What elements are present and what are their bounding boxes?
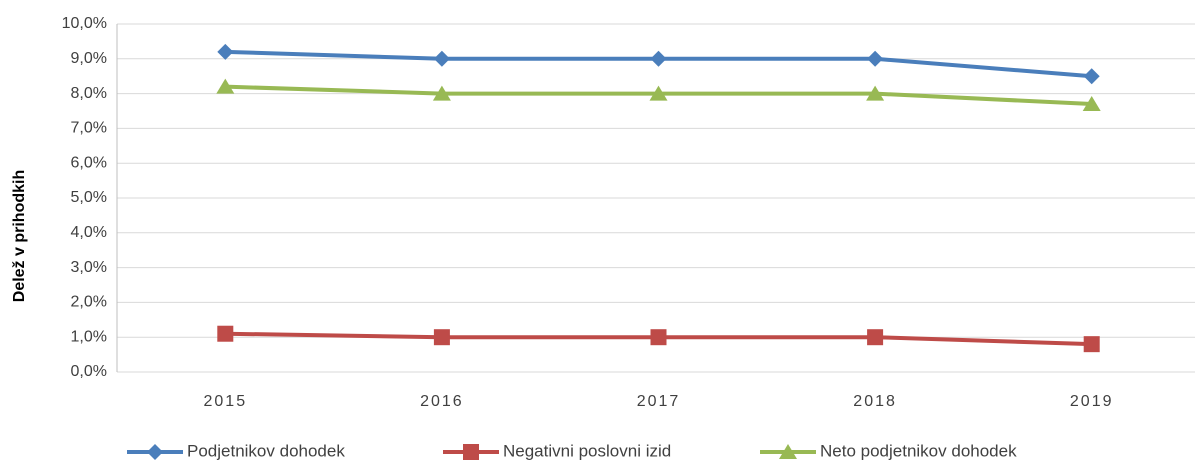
data-point xyxy=(1082,96,1101,112)
data-point xyxy=(867,329,884,346)
legend-marker xyxy=(779,444,797,459)
data-point xyxy=(1083,336,1100,353)
legend-marker xyxy=(463,444,479,460)
y-tick-label: 2,0% xyxy=(71,294,107,311)
y-tick-label: 5,0% xyxy=(71,189,107,206)
y-tick-label: 8,0% xyxy=(71,85,107,102)
y-tick-label: 3,0% xyxy=(71,259,107,276)
legend-marker xyxy=(147,444,163,460)
y-tick-label: 9,0% xyxy=(71,50,107,67)
y-tick-label: 0,0% xyxy=(71,363,107,380)
y-tick-label: 6,0% xyxy=(71,154,107,171)
data-point xyxy=(649,85,668,101)
legend-label: Neto podjetnikov dohodek xyxy=(820,441,1017,460)
y-tick-label: 7,0% xyxy=(71,120,107,137)
y-axis-label: Delež v prihodkih xyxy=(11,170,28,302)
data-point xyxy=(650,50,667,67)
y-tick-label: 4,0% xyxy=(71,224,107,241)
data-point xyxy=(217,43,234,60)
y-tick-label: 10,0% xyxy=(62,15,107,32)
legend-label: Negativni poslovni izid xyxy=(503,441,671,460)
data-point xyxy=(867,50,884,67)
data-point xyxy=(1083,68,1100,85)
x-tick-label: 2015 xyxy=(204,393,248,410)
data-point xyxy=(650,329,667,346)
x-tick-label: 2019 xyxy=(1070,393,1114,410)
x-tick-label: 2017 xyxy=(637,393,681,410)
legend-label: Podjetnikov dohodek xyxy=(187,441,345,460)
x-tick-label: 2016 xyxy=(420,393,464,410)
data-point xyxy=(433,50,450,67)
data-point xyxy=(866,85,885,101)
y-tick-label: 1,0% xyxy=(71,328,107,345)
data-point xyxy=(432,85,451,101)
x-tick-label: 2018 xyxy=(853,393,897,410)
data-point xyxy=(216,78,235,94)
data-point xyxy=(217,325,234,342)
data-point xyxy=(433,329,450,346)
